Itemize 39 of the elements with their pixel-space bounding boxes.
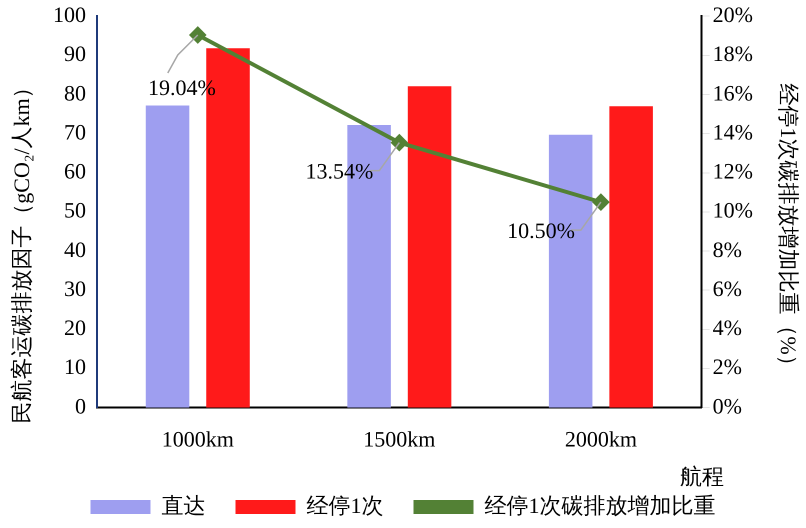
- y2-tick-label: 20%: [712, 2, 753, 27]
- data-label: 10.50%: [507, 218, 575, 243]
- y2-tick-label: 14%: [712, 119, 753, 144]
- y2-tick-label: 16%: [712, 80, 753, 106]
- y-tick-label: 0: [75, 393, 86, 418]
- y2-tick-label: 10%: [712, 198, 753, 223]
- y-axis-title: 民航客运碳排放因子（gCO₂/人km）: [8, 76, 35, 424]
- y2-tick-label: 6%: [712, 276, 742, 301]
- y2-tick-label: 4%: [712, 315, 742, 340]
- y-tick-label: 80: [64, 80, 86, 106]
- y-tick-label: 60: [64, 158, 86, 184]
- legend-label: 经停1次碳排放增加比重: [484, 492, 716, 518]
- y2-tick-label: 2%: [712, 354, 742, 380]
- x-tick-label: 1000km: [162, 426, 234, 452]
- bar: [408, 86, 452, 408]
- legend-label: 直达: [162, 492, 206, 518]
- y-tick-label: 100: [53, 2, 86, 27]
- y2-tick-label: 8%: [712, 236, 742, 262]
- y-tick-label: 70: [64, 119, 86, 144]
- x-tick-label: 2000km: [564, 426, 637, 452]
- legend-label: 经停1次: [306, 492, 384, 518]
- point: [592, 194, 609, 210]
- y-tick-label: 50: [64, 198, 86, 223]
- y-tick-label: 90: [64, 41, 86, 66]
- y-tick-label: 40: [64, 236, 86, 262]
- bar: [146, 105, 190, 408]
- data-label: 13.54%: [306, 158, 374, 184]
- bar: [609, 106, 653, 408]
- y2-axis-title: 经停1次碳排放增加比重（%）: [775, 83, 802, 377]
- point: [190, 26, 206, 43]
- y2-tick-label: 0%: [712, 393, 742, 418]
- y-tick-label: 30: [64, 276, 86, 301]
- y-tick-label: 20: [64, 315, 86, 340]
- y2-tick-label: 18%: [712, 41, 753, 66]
- y-tick-label: 10: [64, 354, 86, 380]
- y2-tick-label: 12%: [712, 158, 753, 184]
- x-axis-title: 航程: [680, 463, 724, 491]
- x-tick-label: 1500km: [363, 426, 436, 452]
- point: [391, 134, 408, 151]
